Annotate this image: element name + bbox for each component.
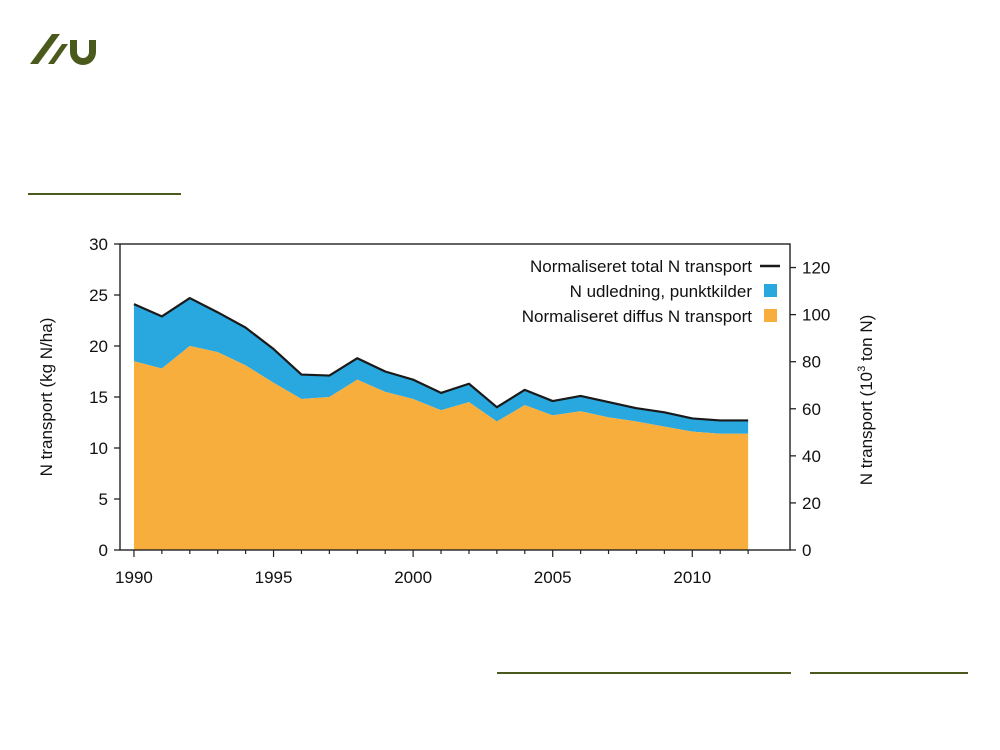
y-tick-label: 5 <box>99 490 108 509</box>
y2-tick-label: 40 <box>802 447 821 466</box>
legend-label: N udledning, punktkilder <box>570 282 753 301</box>
x-tick-label: 2010 <box>673 568 711 587</box>
y2-tick-label: 0 <box>802 541 811 560</box>
x-tick-label: 1990 <box>115 568 153 587</box>
y2-tick-label: 80 <box>802 353 821 372</box>
footer-link-underline <box>810 672 968 674</box>
y-tick-label: 15 <box>89 388 108 407</box>
legend-swatch <box>764 309 777 322</box>
y-tick-label: 30 <box>89 235 108 254</box>
y-tick-label: 10 <box>89 439 108 458</box>
y2-axis-label: N transport (103 ton N) <box>856 315 876 486</box>
x-tick-label: 2000 <box>394 568 432 587</box>
total-transport-line <box>133 296 749 422</box>
legend-swatch <box>764 284 777 297</box>
y-tick-label: 25 <box>89 286 108 305</box>
header-rule <box>28 193 181 195</box>
legend-label: Normaliseret total N transport <box>530 257 752 276</box>
y2-tick-label: 120 <box>802 259 830 278</box>
aarhus-university-logo-icon <box>30 34 96 65</box>
x-tick-label: 2005 <box>534 568 572 587</box>
y2-tick-label: 20 <box>802 494 821 513</box>
diffus-area <box>133 346 749 550</box>
y-tick-label: 0 <box>99 541 108 560</box>
footer-link-underline <box>497 672 791 674</box>
y-axis-label: N transport (kg N/ha) <box>37 318 56 477</box>
y2-tick-label: 100 <box>802 306 830 325</box>
y-tick-label: 20 <box>89 337 108 356</box>
legend-label: Normaliseret diffus N transport <box>522 307 752 326</box>
x-tick-label: 1995 <box>255 568 293 587</box>
y2-tick-label: 60 <box>802 400 821 419</box>
